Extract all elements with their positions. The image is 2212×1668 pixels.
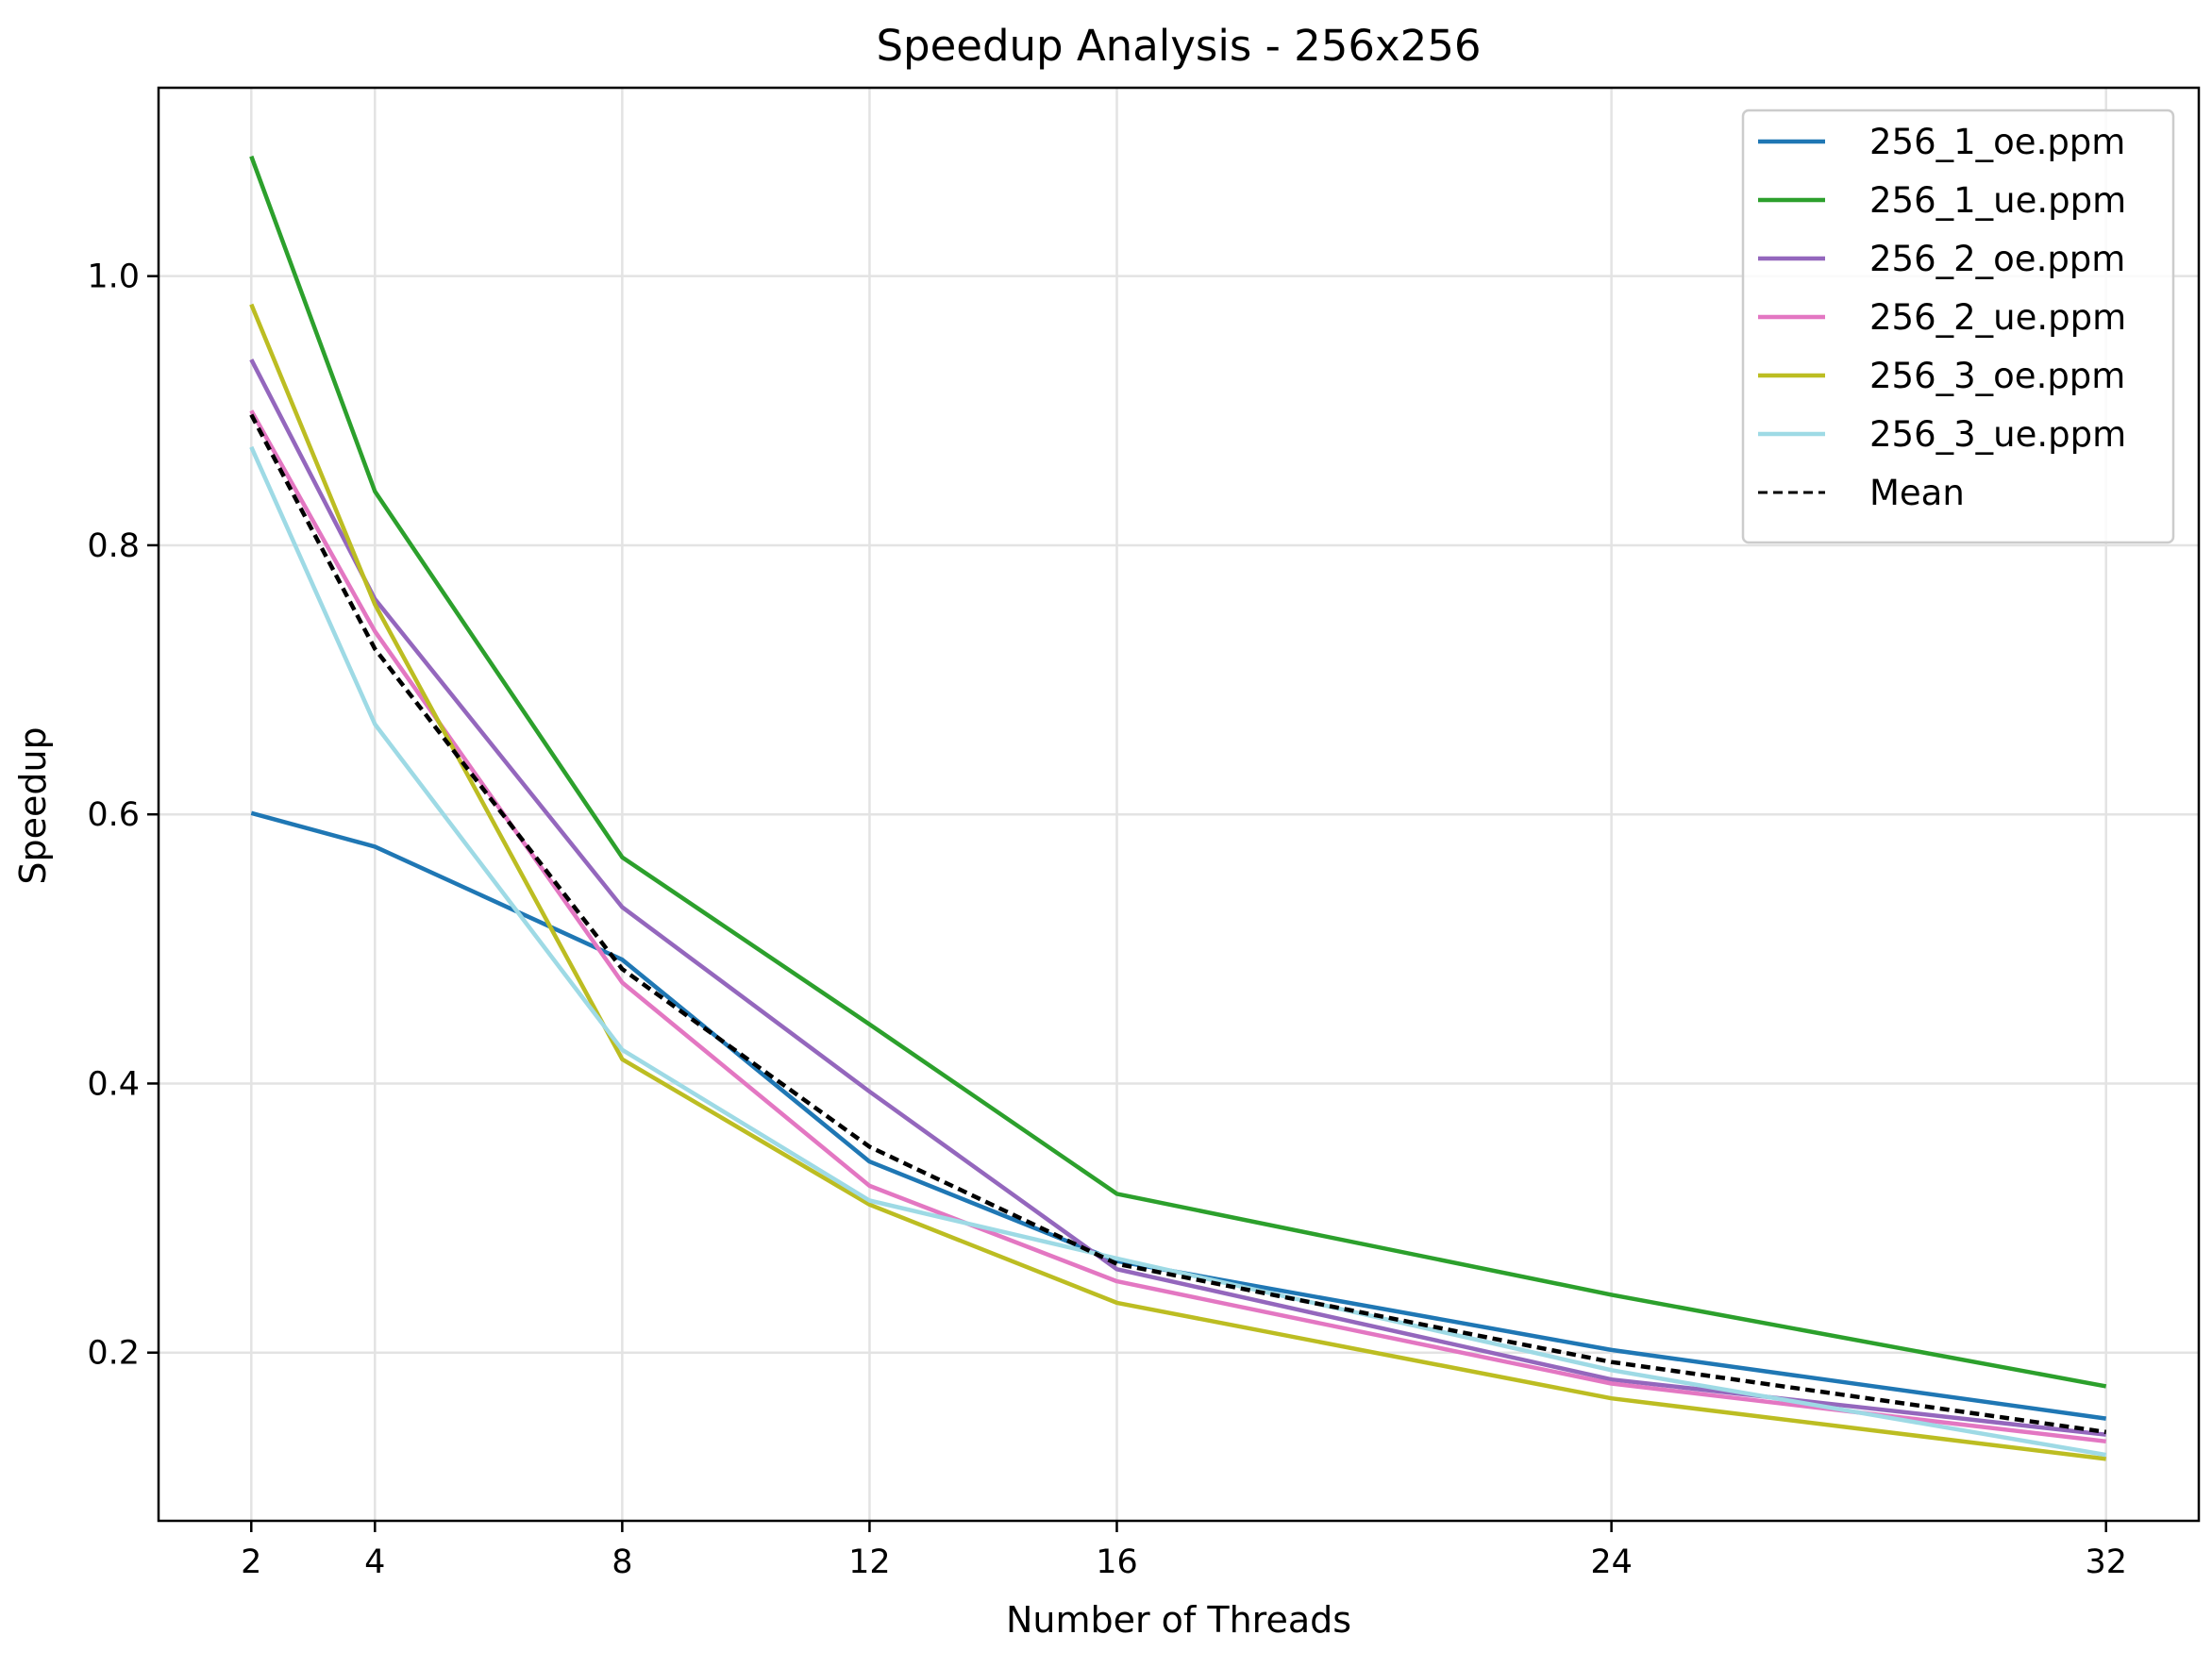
plot-frame: [157, 86, 2201, 1523]
legend-label: 256_2_oe.ppm: [1869, 239, 2125, 279]
y-tick-label: 0.4: [87, 1065, 140, 1103]
x-axis-label: Number of Threads: [1006, 1599, 1351, 1641]
series-line-256-1-ue-ppm: [249, 155, 2107, 1389]
series-line-256-2-ue-ppm: [249, 409, 2106, 1444]
legend-label: Mean: [1869, 473, 1965, 513]
legend-label: 256_1_ue.ppm: [1869, 180, 2126, 221]
series-line-256-3-oe-ppm: [249, 303, 2106, 1461]
x-tick-label: 8: [612, 1543, 632, 1581]
grid: [159, 88, 2199, 1521]
x-tick-label: 2: [241, 1543, 261, 1581]
y-axis-label: Speedup: [12, 726, 54, 884]
series-line-256-1-oe-ppm: [250, 810, 2107, 1421]
y-tick-label: 0.2: [87, 1335, 140, 1373]
y-tick-label: 0.8: [87, 527, 140, 565]
legend-label: 256_1_oe.ppm: [1869, 122, 2125, 162]
chart-title: Speedup Analysis - 256x256: [876, 21, 1481, 71]
y-tick-label: 0.6: [87, 796, 140, 834]
series-line-256-3-ue-ppm: [249, 445, 2107, 1458]
series-lines: [249, 155, 2107, 1461]
legend: 256_1_oe.ppm 256_1_ue.ppm 256_2_oe.ppm 256_…: [1741, 108, 2175, 544]
legend-box: [1741, 108, 2175, 544]
x-tick-label: 24: [1590, 1543, 1633, 1581]
x-tick-label: 4: [364, 1543, 385, 1581]
y-tick-label: 1.0: [87, 259, 140, 296]
legend-label: 256_3_ue.ppm: [1869, 414, 2126, 455]
legend-label: 256_2_ue.ppm: [1869, 297, 2126, 338]
series-line-mean: [249, 413, 2107, 1435]
legend-label: 256_3_oe.ppm: [1869, 356, 2125, 396]
axis-ticks: 2 4 8 12 16 24 320.20.40.60.81.0: [87, 259, 2127, 1581]
x-tick-label: 12: [848, 1543, 891, 1581]
x-tick-label: 16: [1096, 1543, 1138, 1581]
x-tick-label: 32: [2085, 1543, 2127, 1581]
